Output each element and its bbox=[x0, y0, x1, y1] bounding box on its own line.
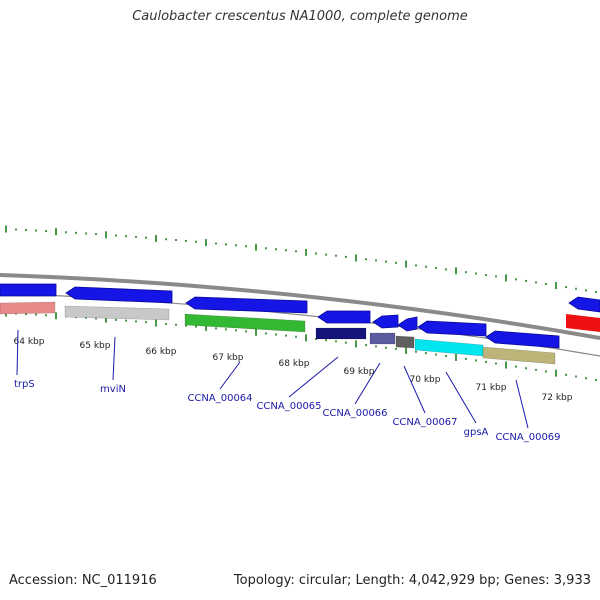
gene-label: mviN bbox=[100, 384, 126, 395]
kbp-label: 71 kbp bbox=[476, 383, 507, 393]
forward-gene-arrow bbox=[485, 330, 560, 349]
kbp-label: 65 kbp bbox=[80, 341, 111, 351]
gene-leader-line bbox=[16, 329, 19, 376]
forward-gene-arrow bbox=[185, 296, 308, 314]
forward-gene-arrow bbox=[417, 320, 487, 337]
gene-bar bbox=[566, 314, 600, 332]
kbp-labels: 64 kbp 65 kbp 66 kbp 67 kbp 68 kbp 69 kbp 70 k… bbox=[14, 337, 573, 403]
kbp-label: 68 kbp bbox=[279, 359, 310, 369]
summary-text: Topology: circular; Length: 4,042,929 bp… bbox=[233, 573, 591, 588]
gene-bar bbox=[64, 305, 170, 321]
gene-label: gpsA bbox=[464, 427, 489, 438]
kbp-label: 69 kbp bbox=[344, 367, 375, 377]
forward-strand-arrows bbox=[0, 283, 600, 349]
gene-label: CCNA_00065 bbox=[256, 401, 321, 412]
gene-bar bbox=[369, 332, 396, 345]
gene-bar bbox=[315, 327, 367, 340]
forward-gene-arrow bbox=[372, 314, 399, 329]
gene-label: trpS bbox=[14, 379, 35, 390]
gene-label: CCNA_00066 bbox=[322, 408, 387, 419]
gene-bar bbox=[482, 346, 556, 365]
gene-leader-line bbox=[112, 336, 116, 381]
forward-gene-arrow bbox=[65, 286, 173, 304]
genome-backbone bbox=[0, 273, 600, 340]
forward-gene-arrow bbox=[317, 310, 371, 324]
outer-tick-ring bbox=[5, 225, 597, 293]
gene-leader-line bbox=[445, 371, 477, 424]
gene-label: CCNA_00069 bbox=[495, 432, 560, 443]
accession-text: Accession: NC_011916 bbox=[9, 573, 157, 588]
kbp-label: 66 kbp bbox=[146, 347, 177, 357]
gene-label: CCNA_00064 bbox=[187, 393, 252, 404]
gene-leader-line bbox=[403, 365, 426, 414]
inner-tick-ring bbox=[5, 309, 597, 381]
kbp-label: 72 kbp bbox=[542, 393, 573, 403]
kbp-label: 67 kbp bbox=[213, 353, 244, 363]
map-title: Caulobacter crescentus NA1000, complete … bbox=[132, 9, 468, 24]
forward-gene-arrow bbox=[568, 296, 600, 313]
gene-bar bbox=[0, 301, 56, 315]
gene-label: CCNA_00067 bbox=[392, 417, 457, 428]
gene-bar bbox=[395, 335, 415, 349]
gene-bars bbox=[0, 301, 600, 365]
gene-leader-line bbox=[515, 379, 529, 429]
gene-leader-line bbox=[219, 361, 241, 390]
kbp-label: 64 kbp bbox=[14, 337, 45, 347]
kbp-label: 70 kbp bbox=[410, 375, 441, 385]
gene-bar bbox=[184, 313, 306, 333]
gene-leader-line bbox=[354, 362, 381, 405]
gene-leader-line bbox=[288, 356, 339, 398]
forward-gene-arrow bbox=[397, 316, 418, 332]
forward-gene-arrow bbox=[0, 283, 57, 297]
